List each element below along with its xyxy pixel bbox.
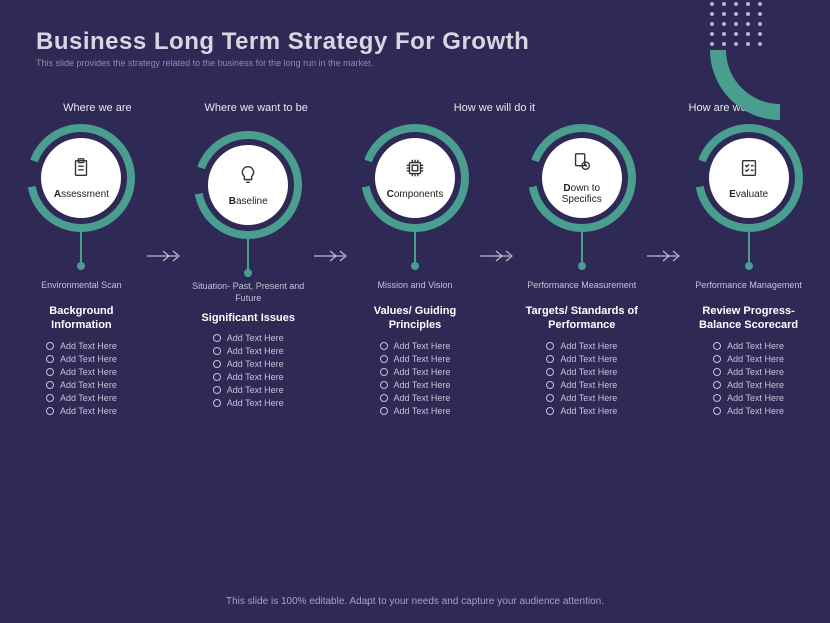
step-d: Down to Specifics Performance Measurement… <box>518 124 645 419</box>
slide-title: Business Long Term Strategy For Growth <box>0 0 830 58</box>
chip-icon <box>404 157 426 184</box>
question-label: Where we want to be <box>177 102 336 114</box>
bullet-item: Add Text Here <box>213 359 284 369</box>
bullet-item: Add Text Here <box>713 341 784 351</box>
step-category: Values/ Guiding Principles <box>352 304 479 333</box>
bullet-list: Add Text Here Add Text Here Add Text Here A… <box>711 341 786 419</box>
arrow-icon <box>478 248 518 294</box>
bullet-item: Add Text Here <box>546 393 617 403</box>
step-b: Baseline Situation- Past, Present and Fut… <box>185 131 312 411</box>
bullet-item: Add Text Here <box>546 406 617 416</box>
step-sublabel: Environmental Scan <box>41 274 122 298</box>
step-label: Components <box>383 189 448 200</box>
bullet-item: Add Text Here <box>546 380 617 390</box>
bullet-item: Add Text Here <box>380 354 451 364</box>
arrow-icon <box>145 248 185 294</box>
arrow-icon <box>645 248 685 294</box>
bullet-item: Add Text Here <box>380 393 451 403</box>
bullet-item: Add Text Here <box>46 341 117 351</box>
connector-stem <box>581 230 583 266</box>
bullet-item: Add Text Here <box>546 341 617 351</box>
footer-text: This slide is 100% editable. Adapt to yo… <box>0 596 830 607</box>
bullet-item: Add Text Here <box>380 406 451 416</box>
bullet-item: Add Text Here <box>213 333 284 343</box>
bullet-item: Add Text Here <box>46 406 117 416</box>
bullet-list: Add Text Here Add Text Here Add Text Here A… <box>378 341 453 419</box>
bullet-item: Add Text Here <box>380 341 451 351</box>
bullet-list: Add Text Here Add Text Here Add Text Here A… <box>211 333 286 411</box>
connector-stem <box>748 230 750 266</box>
bullet-item: Add Text Here <box>46 380 117 390</box>
connector-stem <box>247 237 249 273</box>
step-sublabel: Performance Management <box>695 274 802 298</box>
bullet-item: Add Text Here <box>713 393 784 403</box>
slide-subtitle: This slide provides the strategy related… <box>0 58 830 92</box>
connector-stem <box>414 230 416 266</box>
checklist-icon <box>738 157 760 184</box>
connector-stem <box>80 230 82 266</box>
bullet-item: Add Text Here <box>546 367 617 377</box>
bullet-item: Add Text Here <box>213 346 284 356</box>
bullet-item: Add Text Here <box>546 354 617 364</box>
step-category: Targets/ Standards of Performance <box>518 304 645 333</box>
bullet-item: Add Text Here <box>46 354 117 364</box>
question-label: Where we are <box>18 102 177 114</box>
step-category: Significant Issues <box>201 311 295 325</box>
step-category: Review Progress- Balance Scorecard <box>685 304 812 333</box>
bullet-item: Add Text Here <box>380 367 451 377</box>
step-sublabel: Situation- Past, Present and Future <box>185 281 312 305</box>
bullet-item: Add Text Here <box>713 380 784 390</box>
bullet-item: Add Text Here <box>713 367 784 377</box>
step-label: Down to Specifics <box>542 183 622 205</box>
step-a: Assessment Environmental Scan Background I… <box>18 124 145 419</box>
question-label: How we will do it <box>336 102 654 114</box>
step-sublabel: Performance Measurement <box>527 274 636 298</box>
corner-decoration <box>710 0 830 120</box>
step-e: Evaluate Performance Management Review Pro… <box>685 124 812 419</box>
step-category: Background Information <box>18 304 145 333</box>
bullet-item: Add Text Here <box>713 406 784 416</box>
step-label: Evaluate <box>725 189 772 200</box>
bullet-item: Add Text Here <box>213 398 284 408</box>
bullet-item: Add Text Here <box>46 367 117 377</box>
lightbulb-icon <box>237 164 259 191</box>
step-c: Components Mission and Vision Values/ Guid… <box>352 124 479 419</box>
bullet-item: Add Text Here <box>713 354 784 364</box>
step-sublabel: Mission and Vision <box>378 274 453 298</box>
step-label: Assessment <box>50 189 113 200</box>
step-label: Baseline <box>225 196 272 207</box>
bullet-item: Add Text Here <box>213 372 284 382</box>
arrow-icon <box>312 248 352 294</box>
steps-row: Assessment Environmental Scan Background I… <box>0 124 830 419</box>
bullet-item: Add Text Here <box>46 393 117 403</box>
bullet-list: Add Text Here Add Text Here Add Text Here A… <box>544 341 619 419</box>
bullet-item: Add Text Here <box>380 380 451 390</box>
clipboard-icon <box>70 157 92 184</box>
bullet-list: Add Text Here Add Text Here Add Text Here A… <box>44 341 119 419</box>
target-icon <box>571 151 593 178</box>
bullet-item: Add Text Here <box>213 385 284 395</box>
questions-row: Where we areWhere we want to beHow we wi… <box>0 102 830 114</box>
